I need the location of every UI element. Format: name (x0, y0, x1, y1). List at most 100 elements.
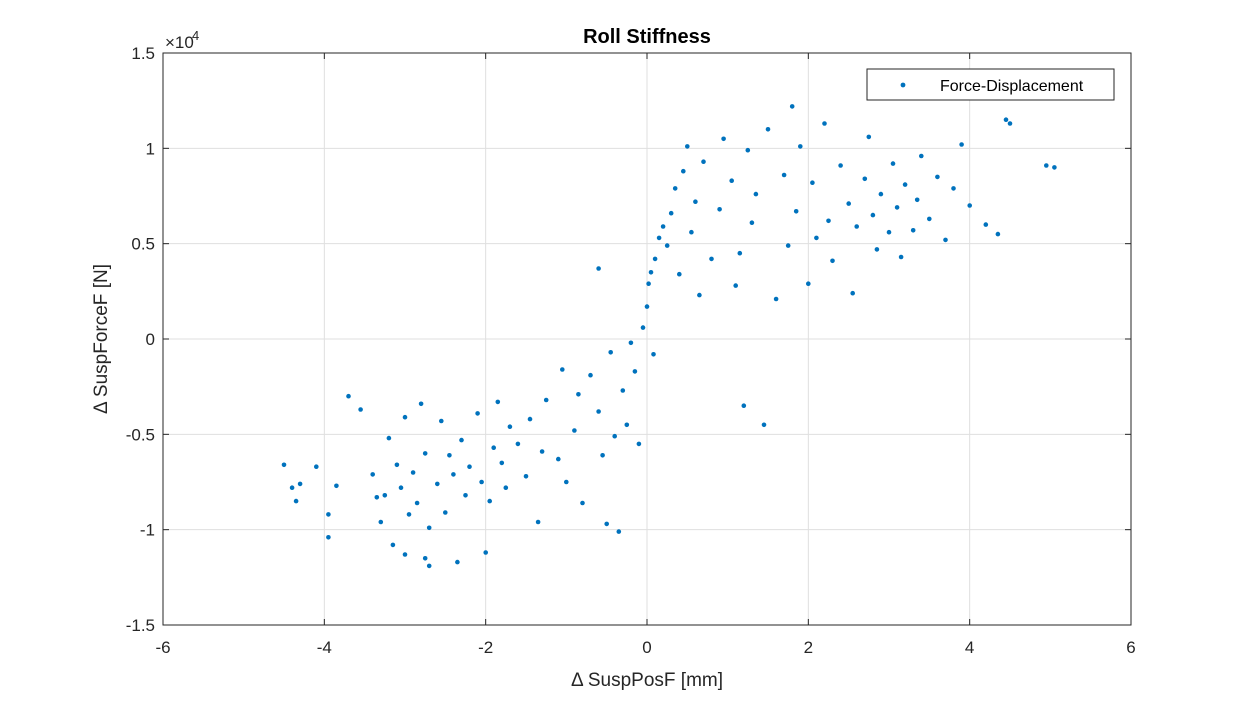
scatter-point (418, 401, 424, 407)
scatter-point (402, 414, 408, 420)
scatter-point (414, 500, 420, 506)
scatter-point (826, 218, 831, 224)
scatter-point (890, 161, 896, 166)
scatter-point (435, 481, 440, 487)
scatter-point (644, 304, 650, 309)
x-tick-label: 0 (642, 638, 651, 657)
y-tick-label: 1.5 (131, 44, 155, 63)
scatter-point (507, 424, 513, 430)
scatter-point (604, 521, 609, 527)
scatter-point (822, 121, 827, 126)
scatter-point (535, 519, 541, 525)
scatter-point (398, 485, 404, 491)
scatter-point (624, 422, 630, 428)
x-tick-label: 6 (1126, 638, 1135, 657)
scatter-point (919, 153, 924, 159)
scatter-point (572, 428, 577, 433)
scatter-point (479, 479, 484, 485)
scatter-point (943, 237, 948, 243)
scatter-point (451, 472, 456, 477)
y-tick-label: -0.5 (126, 425, 155, 444)
scatter-point (580, 500, 585, 506)
scatter-point (297, 481, 303, 487)
scatter-point (346, 393, 351, 399)
scatter-point (608, 350, 613, 355)
scatter-point (652, 256, 658, 262)
scatter-point (910, 228, 916, 233)
scatter-point (870, 212, 876, 218)
scatter-point (556, 456, 561, 462)
scatter-point (646, 281, 651, 287)
scatter-point (334, 483, 339, 489)
scatter-point (983, 222, 989, 227)
scatter-point (850, 290, 855, 296)
scatter-point (483, 550, 489, 555)
scatter-point (463, 493, 468, 498)
chart-title: Roll Stiffness (583, 26, 711, 48)
y-exponent-power: 4 (192, 28, 199, 43)
scatter-point (382, 493, 388, 498)
scatter-point (1044, 163, 1049, 168)
scatter-point (539, 449, 545, 454)
scatter-point (701, 159, 706, 164)
scatter-point (951, 186, 956, 191)
scatter-point (967, 203, 972, 208)
scatter-point (527, 416, 533, 422)
scatter-point (443, 510, 448, 515)
scatter-point (596, 409, 601, 414)
scatter-point (326, 512, 331, 517)
y-tick-label: 1 (146, 139, 155, 158)
scatter-point (439, 418, 444, 424)
y-exponent-base: ×10 (165, 33, 194, 52)
scatter-point (781, 172, 787, 178)
scatter-point (830, 258, 835, 264)
scatter-point (596, 266, 601, 271)
scatter-point (455, 559, 460, 565)
legend: Force-Displacement (866, 68, 1115, 101)
scatter-point (410, 470, 416, 475)
scatter-point (668, 210, 674, 216)
scatter-point (390, 542, 396, 548)
scatter-point (846, 201, 851, 206)
scatter-point (898, 254, 904, 260)
scatter-point (886, 229, 892, 235)
scatter-point (709, 256, 714, 262)
scatter-point (467, 464, 472, 470)
scatter-point (426, 563, 432, 569)
scatter-point (697, 292, 702, 298)
scatter-point (651, 352, 656, 357)
scatter-point (495, 399, 501, 405)
scatter-point (499, 460, 505, 466)
scatter-point (560, 367, 565, 372)
y-axis-label: Δ SuspForceF [N] (91, 264, 112, 414)
scatter-point (289, 485, 295, 491)
legend-box (866, 68, 1115, 101)
scatter-point (515, 441, 521, 447)
scatter-point (935, 174, 940, 180)
x-tick-label: 4 (965, 638, 974, 657)
scatter-point (810, 180, 815, 185)
scatter-point (293, 498, 299, 504)
scatter-point (656, 235, 662, 241)
scatter-point (838, 163, 843, 168)
scatter-point (600, 453, 605, 458)
scatter-point (753, 191, 759, 197)
scatter-point (326, 535, 331, 540)
scatter-point (374, 495, 380, 500)
scatter-point (749, 220, 755, 225)
scatter-point (927, 216, 932, 222)
scatter-point (281, 462, 287, 468)
scatter-point (693, 199, 698, 204)
scatter-point (491, 445, 497, 451)
scatter-point (314, 464, 319, 470)
scatter-point (459, 437, 464, 443)
scatter-point (866, 134, 872, 140)
scatter-point (729, 178, 734, 183)
x-tick-label: -6 (155, 638, 170, 657)
scatter-point (785, 243, 791, 248)
scatter-point (660, 224, 666, 229)
x-tick-label: -4 (317, 638, 332, 657)
scatter-point (672, 186, 678, 191)
scatter-point (773, 296, 779, 302)
scatter-point (394, 462, 400, 468)
